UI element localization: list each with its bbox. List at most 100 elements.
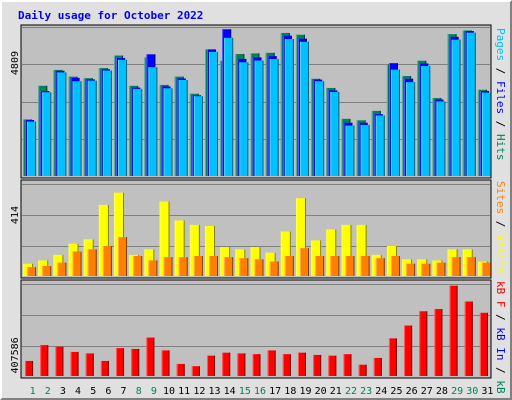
pages-bar xyxy=(209,51,219,176)
pages-bar xyxy=(330,91,340,176)
legend-top-part: / xyxy=(494,61,507,81)
kbytes-bar xyxy=(146,337,155,376)
sites-bar xyxy=(330,256,340,276)
visits-bar xyxy=(326,229,337,276)
x-tick-label: 31 xyxy=(481,386,493,397)
sites-bar xyxy=(254,259,264,276)
sites-bar xyxy=(239,258,249,276)
sites-bar xyxy=(299,248,309,276)
sites-bar xyxy=(102,246,112,276)
sites-bar xyxy=(72,251,82,276)
kbytes-bar xyxy=(282,354,291,376)
pages-bar xyxy=(284,39,294,177)
sites-bar xyxy=(315,256,325,276)
sites-bar xyxy=(375,258,385,276)
pages-bar xyxy=(239,62,249,176)
pages-bar xyxy=(133,88,143,176)
legend-bottom-part: / xyxy=(494,308,507,328)
kbytes-bar xyxy=(222,352,231,376)
x-tick-label: 12 xyxy=(193,386,205,397)
x-tick-label: 14 xyxy=(224,386,236,397)
pages-bar xyxy=(315,81,325,176)
x-tick-label: 13 xyxy=(208,386,220,397)
sites-bar xyxy=(269,261,279,276)
pages-bar xyxy=(42,92,52,176)
kbytes-bar xyxy=(388,338,397,376)
pages-bar xyxy=(451,39,461,176)
sites-bar xyxy=(436,262,446,276)
kbytes-bar xyxy=(373,357,382,376)
visits-bar xyxy=(205,226,216,276)
x-tick-label: 26 xyxy=(406,386,418,397)
kbytes-bar xyxy=(131,348,140,376)
kbytes-bar xyxy=(25,360,34,376)
pages-bar xyxy=(269,58,279,176)
kbytes-bar xyxy=(267,350,276,376)
kbytes-bar xyxy=(85,353,94,376)
kbytes-bar xyxy=(207,355,216,376)
pages-bar xyxy=(102,70,112,176)
max-label-hits-files-pages: 4809 xyxy=(10,51,21,75)
kbytes-bar xyxy=(358,364,367,376)
x-tick-label: 20 xyxy=(315,386,327,397)
sites-bar xyxy=(148,260,158,276)
pages-bar xyxy=(254,60,264,176)
visits-bar xyxy=(295,198,306,276)
pages-bar xyxy=(299,41,309,176)
kbytes-bar xyxy=(40,345,49,376)
x-tick-label: 29 xyxy=(451,386,463,397)
legend-middle-part: / xyxy=(494,214,507,234)
x-tick-label: 3 xyxy=(60,386,66,397)
sites-bar xyxy=(42,266,52,276)
x-tick-label: 15 xyxy=(239,386,251,397)
legend-top-part: / xyxy=(494,114,507,134)
x-tick-label: 24 xyxy=(375,386,387,397)
legend-bottom-part: kB In xyxy=(494,327,507,360)
kbytes-bar xyxy=(328,355,337,376)
x-tick-label: 23 xyxy=(360,386,372,397)
pages-bar xyxy=(224,37,234,176)
pages-bar xyxy=(178,80,188,176)
kbytes-bar xyxy=(419,311,428,376)
visits-bar xyxy=(98,204,109,276)
pages-bar xyxy=(375,115,385,176)
x-tick-label: 9 xyxy=(151,386,157,397)
pages-bar xyxy=(57,72,67,176)
legend-top-part: Files xyxy=(494,81,507,114)
legend-top-part: Pages xyxy=(494,28,507,61)
legend-middle-part: Sites xyxy=(494,181,507,214)
pages-bar xyxy=(406,82,416,176)
pages-bar xyxy=(193,96,203,176)
pages-bar xyxy=(466,32,476,176)
kbytes-bar xyxy=(252,354,261,376)
pages-bar xyxy=(118,59,128,176)
x-tick-label: 11 xyxy=(178,386,190,397)
legend-bottom: kB F / kB In / kB Out xyxy=(494,281,507,400)
sites-bar xyxy=(87,249,97,276)
sites-bar xyxy=(193,256,203,276)
pages-bar xyxy=(27,121,37,176)
kbytes-bar xyxy=(434,309,443,376)
visits-bar xyxy=(114,192,125,276)
x-tick-label: 10 xyxy=(163,386,175,397)
legend-bottom-part: kB F xyxy=(494,281,507,308)
x-tick-label: 5 xyxy=(90,386,96,397)
sites-bar xyxy=(421,263,431,276)
pages-bar xyxy=(87,80,97,176)
legend-bottom-part: kB Out xyxy=(494,380,507,400)
pages-bar xyxy=(360,124,370,176)
visits-bar xyxy=(159,201,170,276)
legend-top: Pages / Files / Hits xyxy=(494,28,507,161)
x-tick-label: 25 xyxy=(390,386,402,397)
sites-bar xyxy=(390,256,400,276)
x-tick-label: 18 xyxy=(284,386,296,397)
sites-bar xyxy=(27,267,37,276)
pages-bar xyxy=(345,125,355,176)
x-tick-label: 7 xyxy=(121,386,127,397)
pages-bar xyxy=(148,67,158,176)
x-tick-label: 16 xyxy=(254,386,266,397)
kbytes-bar xyxy=(191,366,200,376)
pages-bar xyxy=(481,92,491,176)
kbytes-bar xyxy=(464,301,473,376)
